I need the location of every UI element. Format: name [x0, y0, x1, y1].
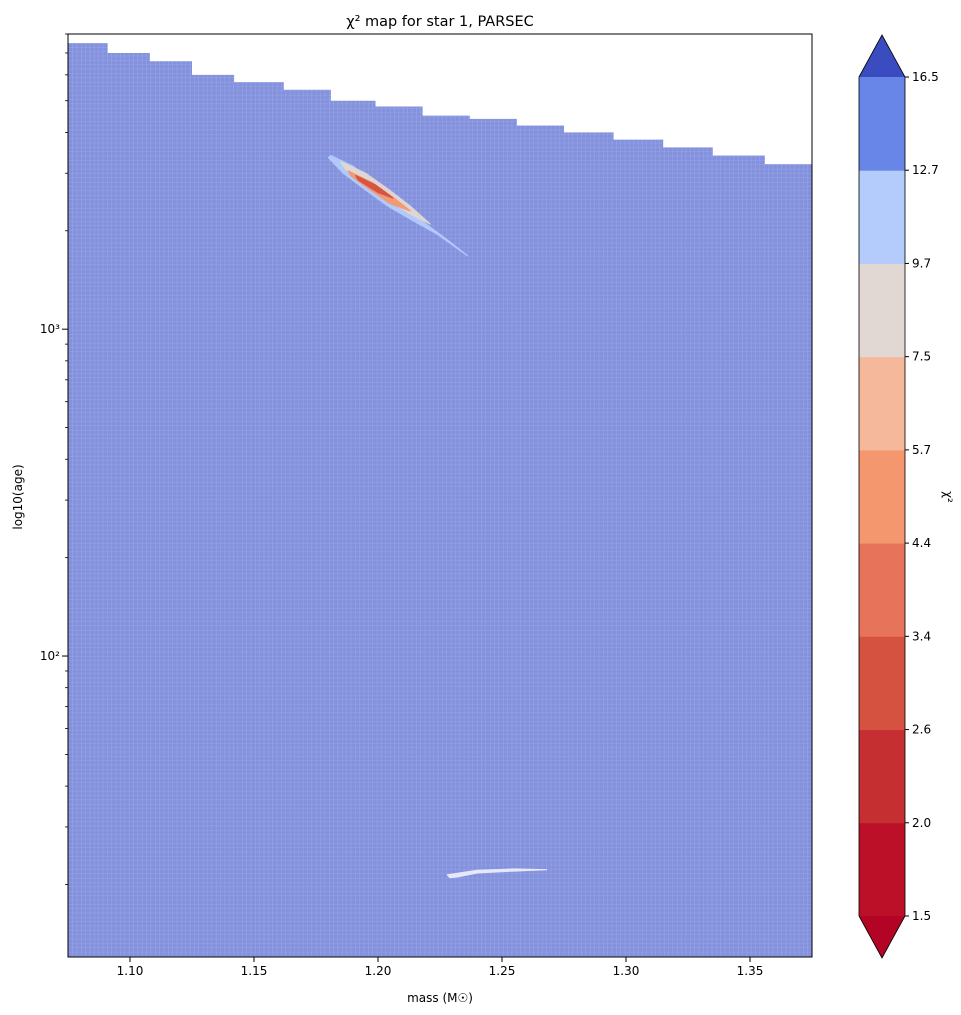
colorbar-tick-label: 3.4 — [912, 629, 931, 643]
colorbar-tick-label: 7.5 — [912, 350, 931, 364]
plot-frame — [67, 33, 813, 958]
colorbar-tick-label: 16.5 — [912, 70, 939, 84]
feature-old-branch-center — [355, 175, 394, 199]
feature-young-branch — [446, 868, 548, 879]
colorbar-tick-label: 12.7 — [912, 163, 939, 177]
x-tick-label: 1.10 — [117, 964, 144, 978]
y-tick-label: 10² — [40, 649, 60, 663]
colorbar-band — [859, 543, 905, 637]
colorbar-tick-label: 9.7 — [912, 256, 931, 270]
chi2-features — [327, 154, 548, 879]
colorbar-band — [859, 356, 905, 451]
colorbar: 1.5 2.0 2.6 3.4 4.4 5.7 7.5 9.7 12.7 16.5 — [858, 34, 939, 959]
x-tick-label: 1.35 — [737, 964, 764, 978]
y-tick-label: 10³ — [40, 322, 60, 336]
colorbar-band — [859, 77, 905, 171]
x-tick-label: 1.25 — [489, 964, 516, 978]
plot-area — [68, 43, 812, 957]
colorbar-band — [859, 636, 905, 731]
colorbar-band — [859, 822, 905, 917]
colorbar-tick-label: 1.5 — [912, 909, 931, 923]
colorbar-over-arrow — [859, 35, 905, 77]
chi2-grid-region — [68, 43, 812, 957]
colorbar-tick-label: 4.4 — [912, 536, 931, 550]
colorbar-label: χ² — [941, 491, 955, 503]
x-tick-label: 1.15 — [241, 964, 268, 978]
colorbar-tick-label: 2.0 — [912, 816, 931, 830]
colorbar-under-arrow — [859, 916, 905, 958]
colorbar-band — [859, 449, 905, 544]
colorbar-tick-label: 5.7 — [912, 443, 931, 457]
colorbar-band — [859, 263, 905, 358]
x-axis: 1.10 1.15 1.20 1.25 1.30 1.35 — [117, 957, 764, 978]
y-axis-label: log10(age) — [11, 464, 25, 529]
chart-title: χ² map for star 1, PARSEC — [346, 14, 534, 30]
colorbar-band — [859, 170, 905, 264]
x-tick-label: 1.20 — [365, 964, 392, 978]
colorbar-band — [859, 729, 905, 824]
y-axis: 10² 10³ — [40, 33, 68, 885]
x-axis-label: mass (M☉) — [407, 991, 473, 1005]
x-tick-label: 1.30 — [613, 964, 640, 978]
colorbar-tick-label: 2.6 — [912, 723, 931, 737]
